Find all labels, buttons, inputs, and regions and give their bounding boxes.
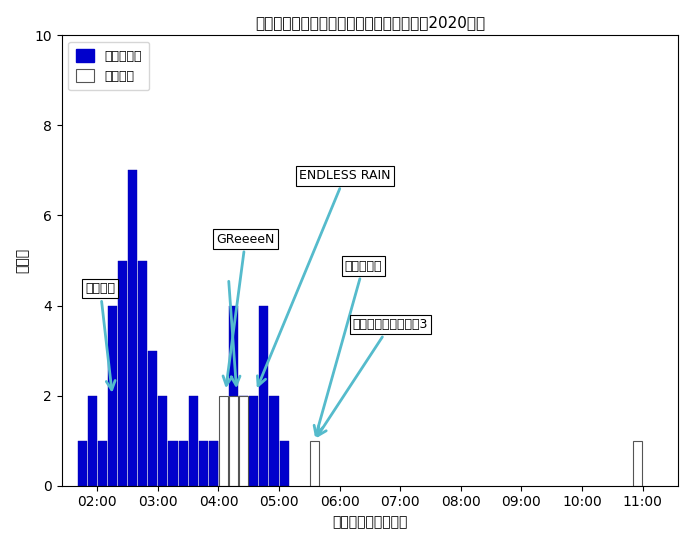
Text: さだまさし: さだまさし	[314, 259, 383, 435]
Bar	[188, 395, 198, 486]
Bar	[159, 395, 168, 486]
Text: 玉置浩二: 玉置浩二	[85, 282, 115, 390]
Text: ENDLESS RAIN: ENDLESS RAIN	[257, 170, 391, 386]
Title: パフォーマンス時間ごとの歌手数の分布（2020年）: パフォーマンス時間ごとの歌手数の分布（2020年）	[255, 15, 485, 30]
Bar	[199, 441, 208, 486]
Bar	[229, 395, 238, 486]
Bar	[239, 395, 248, 486]
X-axis label: パフォーマンス時間: パフォーマンス時間	[332, 515, 407, 529]
Y-axis label: 歌手数: 歌手数	[15, 248, 29, 273]
Bar	[239, 395, 248, 486]
Bar	[219, 395, 228, 486]
Bar	[118, 261, 127, 486]
Legend: 紅組・白組, 特別企画: 紅組・白組, 特別企画	[68, 41, 150, 90]
Bar	[148, 350, 157, 486]
Bar	[179, 441, 188, 486]
Bar	[128, 170, 137, 486]
Bar	[98, 441, 107, 486]
Bar	[138, 261, 147, 486]
Bar	[633, 441, 642, 486]
Text: ユーミンとスモール3: ユーミンとスモール3	[317, 318, 428, 436]
Bar	[87, 395, 97, 486]
Bar	[209, 441, 218, 486]
Bar	[108, 306, 117, 486]
Bar	[310, 441, 319, 486]
Bar	[219, 441, 228, 486]
Bar	[229, 306, 238, 486]
Text: GReeeeN: GReeeeN	[216, 232, 275, 385]
Bar	[249, 395, 258, 486]
Bar	[259, 306, 268, 486]
Bar	[270, 395, 279, 486]
Bar	[78, 441, 87, 486]
Bar	[168, 441, 177, 486]
Bar	[279, 441, 289, 486]
